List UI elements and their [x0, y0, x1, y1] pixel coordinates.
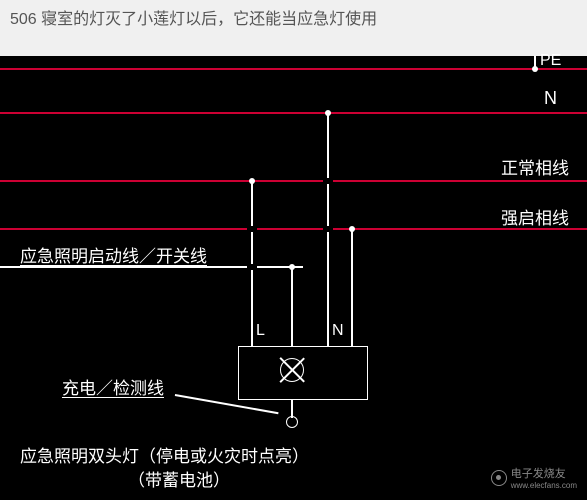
dual-head-lamp-label: 应急照明双头灯（停电或火灾时点亮） — [20, 442, 309, 467]
n-break-normal — [323, 178, 333, 184]
force-phase-label: 强启相线 — [501, 204, 569, 229]
l-dot — [249, 178, 255, 184]
lamp-control-dot — [289, 264, 295, 270]
watermark-sub: www.elecfans.com — [511, 481, 577, 490]
force-dot — [349, 226, 355, 232]
lamp-symbol-icon — [280, 358, 304, 382]
pe-label: PE — [540, 52, 561, 70]
wiring-diagram: PE N 正常相线 强启相线 应急照明启动线／开关线 L N 充电／检测线 应急… — [0, 56, 587, 500]
v-force-wire — [351, 229, 353, 346]
charge-detect-label: 充电／检测线 — [62, 374, 164, 399]
with-battery-label: （带蓄电池） — [128, 466, 230, 491]
pe-line — [0, 68, 587, 70]
n-break-force — [323, 226, 333, 232]
normal-phase-line — [0, 180, 587, 182]
pe-dot — [532, 66, 538, 72]
watermark-icon — [491, 470, 507, 486]
normal-phase-label: 正常相线 — [501, 154, 569, 179]
n-line — [0, 112, 587, 114]
n-terminal-label: N — [332, 322, 344, 340]
l-terminal-label: L — [256, 322, 265, 340]
title-text: 506 寝室的灯灭了小莲灯以后，它还能当应急灯使用 — [0, 0, 587, 56]
emergency-switch-label: 应急照明启动线／开关线 — [20, 242, 207, 267]
n-label: N — [544, 88, 557, 109]
v-lamp-wire — [291, 267, 293, 347]
watermark-text: 电子发烧友 — [511, 465, 577, 481]
watermark: 电子发烧友 www.elecfans.com — [491, 465, 577, 490]
force-phase-line — [0, 228, 587, 230]
n-dot — [325, 110, 331, 116]
l-break-forcephase — [247, 226, 257, 232]
lamp-bottom-ring — [286, 416, 298, 428]
l-break-control — [247, 264, 257, 270]
